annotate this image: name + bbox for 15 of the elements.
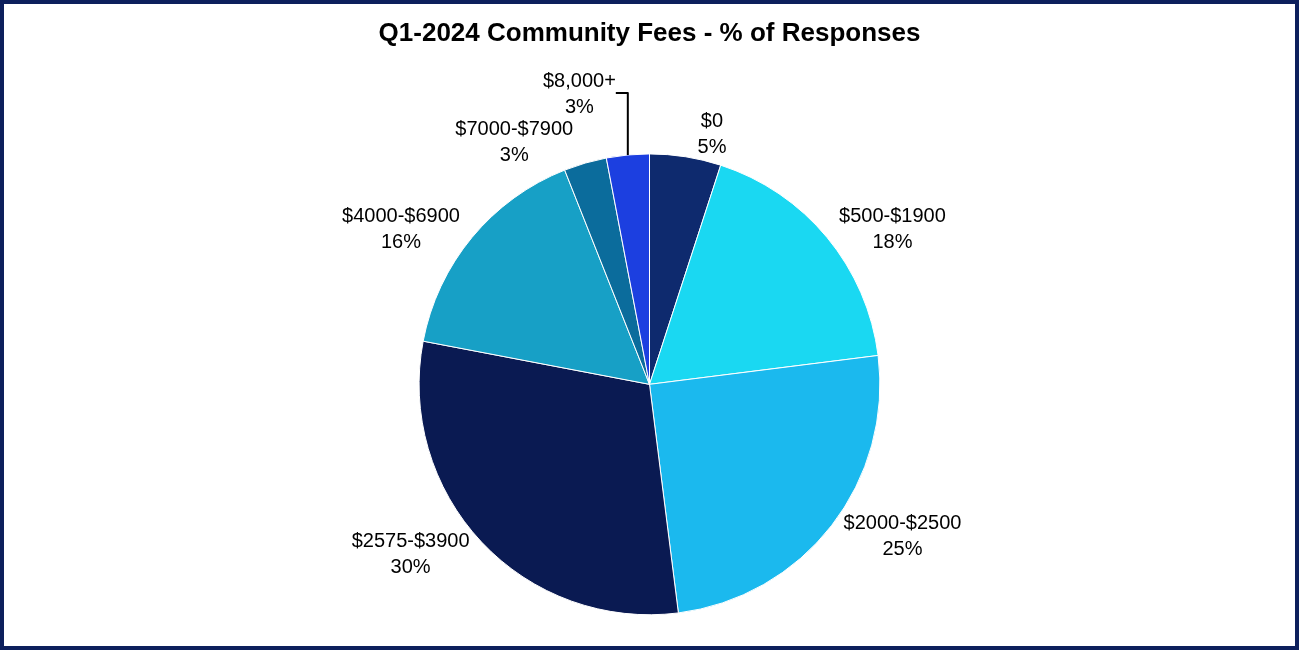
- data-label: 25%: [882, 536, 923, 559]
- slice-label: $500-$1900: [839, 203, 946, 226]
- slice-label: $4000-$6900: [342, 203, 460, 226]
- data-label: 30%: [390, 555, 431, 578]
- chart-title: Q1-2024 Community Fees - % of Responses: [378, 17, 921, 48]
- data-label: 16%: [381, 229, 422, 252]
- slice-label: $7000-$7900: [455, 116, 574, 139]
- data-label: 3%: [499, 142, 529, 165]
- slice-label: $2000-$2500: [843, 510, 962, 533]
- data-label: 18%: [872, 229, 913, 252]
- data-label: 3%: [564, 94, 595, 117]
- slice-label: $2575-$3900: [351, 529, 470, 552]
- data-label: 5%: [697, 135, 727, 158]
- slice-label: $8,000+: [542, 68, 616, 91]
- slice-label: $0: [700, 109, 724, 132]
